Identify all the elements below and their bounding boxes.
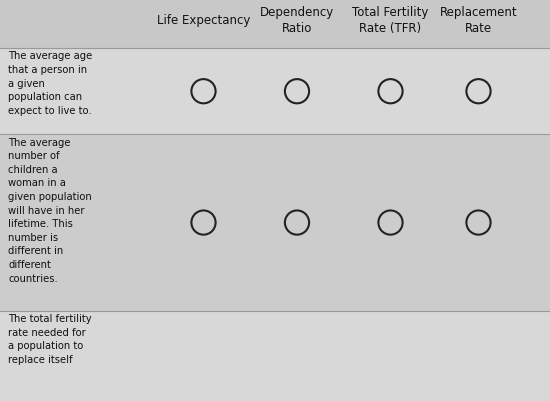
Bar (0, 0, 550, 48)
Bar (0, 311, 550, 401)
Text: The total fertility
rate needed for
a population to
replace itself: The total fertility rate needed for a po… (8, 314, 92, 365)
Text: Replacement
Rate: Replacement Rate (439, 6, 518, 34)
Text: The average
number of
children a
woman in a
given population
will have in her
li: The average number of children a woman i… (8, 138, 92, 284)
Bar (0, 48, 550, 134)
Text: The average age
that a person in
a given
population can
expect to live to.: The average age that a person in a given… (8, 51, 92, 116)
Text: Total Fertility
Rate (TFR): Total Fertility Rate (TFR) (353, 6, 428, 34)
Text: Life Expectancy: Life Expectancy (157, 14, 250, 26)
Text: Dependency
Ratio: Dependency Ratio (260, 6, 334, 34)
Bar (0, 134, 550, 311)
